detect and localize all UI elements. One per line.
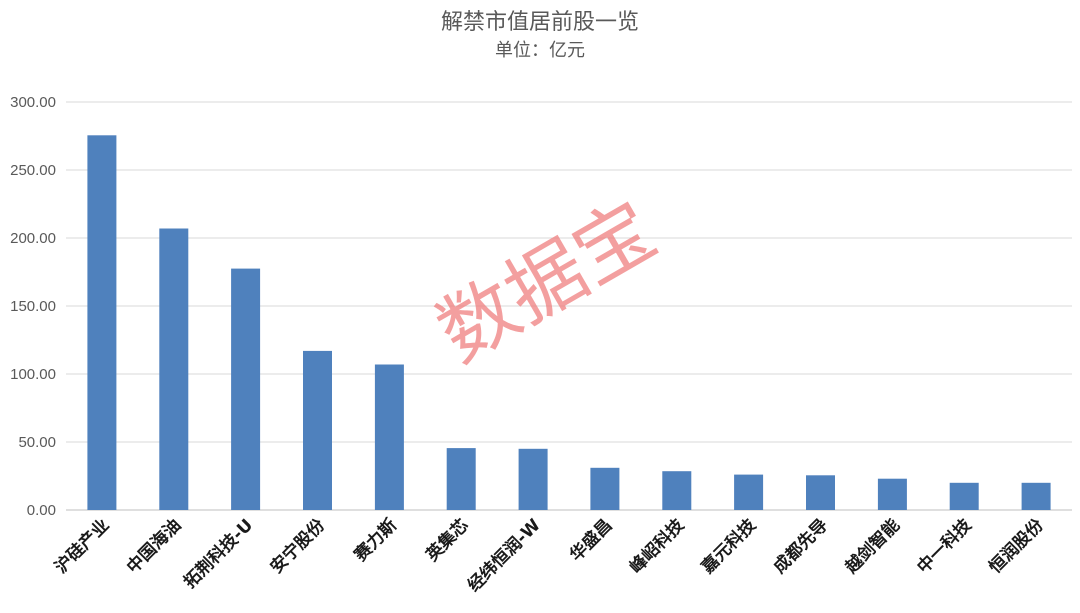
bar <box>231 268 261 510</box>
bar <box>662 471 692 510</box>
x-tick-label: 赛力斯 <box>349 515 401 567</box>
bar <box>518 448 548 510</box>
x-tick-label: 嘉元科技 <box>696 514 760 578</box>
bar <box>446 448 476 510</box>
y-tick-label: 200.00 <box>10 230 56 247</box>
x-tick-label: 经纬恒润-W <box>463 515 544 596</box>
bar <box>734 474 764 510</box>
y-tick-label: 250.00 <box>10 162 56 179</box>
y-axis: 0.00 50.00 100.00 150.00 200.00 250.00 300.00 <box>10 94 56 519</box>
bar <box>374 364 404 510</box>
bar <box>877 478 907 510</box>
chart-title: 解禁市值居前股一览 <box>440 10 639 35</box>
x-tick-label: 沪硅产业 <box>51 515 114 578</box>
y-tick-label: 50.00 <box>18 434 56 451</box>
x-tick-label: 华盛昌 <box>566 515 617 566</box>
x-tick-label: 峰岹科技 <box>625 514 689 578</box>
watermark: 数据宝 <box>423 185 671 380</box>
x-tick-label: 恒润股份 <box>985 514 1049 578</box>
bar <box>87 135 117 511</box>
x-tick-label: 英集芯 <box>422 515 473 566</box>
y-tick-label: 300.00 <box>10 94 56 111</box>
bar <box>806 475 835 510</box>
x-tick-label: 中一科技 <box>913 514 977 578</box>
chart-subtitle: 单位：亿元 <box>495 40 585 61</box>
bar <box>1021 482 1051 510</box>
bar <box>303 350 332 510</box>
x-tick-label: 成都先导 <box>769 515 832 578</box>
bar <box>949 482 979 510</box>
x-tick-label: 中国海油 <box>122 515 185 578</box>
x-tick-label: 安宁股份 <box>266 514 330 578</box>
x-tick-label: 拓荆科技-U <box>179 515 257 593</box>
y-tick-label: 0.00 <box>27 502 56 519</box>
bar <box>590 467 620 510</box>
bar <box>159 228 189 510</box>
bars <box>87 135 1051 511</box>
x-tick-label: 越剑智能 <box>840 515 904 579</box>
y-tick-label: 150.00 <box>10 298 56 315</box>
y-tick-label: 100.00 <box>10 366 56 383</box>
